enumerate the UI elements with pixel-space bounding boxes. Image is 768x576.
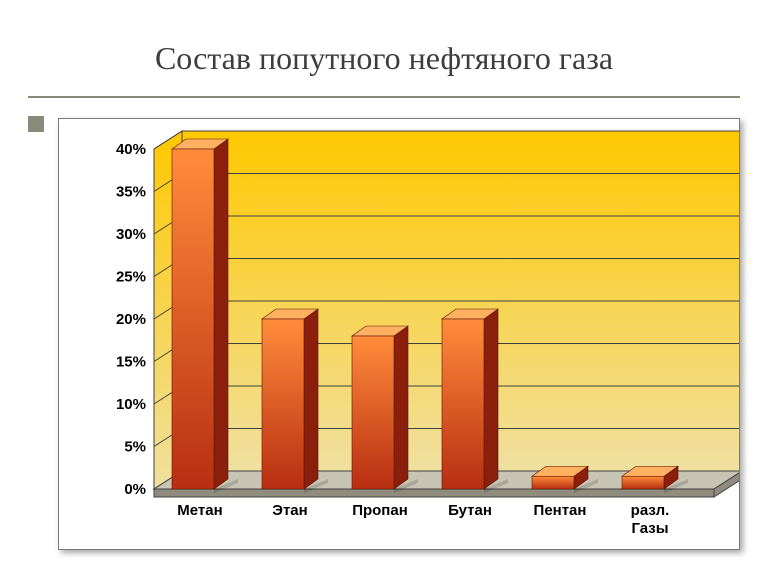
- bar: [262, 319, 304, 489]
- x-tick-label: Этан: [272, 502, 307, 519]
- y-tick-label: 5%: [124, 439, 146, 456]
- y-tick-label: 15%: [116, 354, 146, 371]
- y-tick-label: 0%: [124, 481, 146, 498]
- page-title: Состав попутного нефтяного газа: [0, 40, 768, 77]
- y-tick-label: 30%: [116, 226, 146, 243]
- x-tick-label: Метан: [177, 502, 222, 519]
- y-tick-label: 35%: [116, 184, 146, 201]
- bar: [442, 319, 484, 489]
- bar-chart-3d: 0% 5% 10% 15% 20% 25% 30% 35% 40% Метан Этан Пропан…: [59, 119, 739, 549]
- x-tick-label: разл.: [631, 502, 670, 519]
- y-tick-label: 25%: [116, 269, 146, 286]
- bullet-square: [28, 116, 44, 132]
- bar: [172, 149, 214, 489]
- chart-container: 0% 5% 10% 15% 20% 25% 30% 35% 40% Метан Этан Пропан…: [58, 118, 740, 550]
- title-underline: [28, 96, 740, 98]
- bar: [622, 476, 664, 489]
- x-tick-label: Бутан: [448, 502, 492, 519]
- y-tick-label: 20%: [116, 311, 146, 328]
- y-tick-label: 40%: [116, 141, 146, 158]
- x-tick-label: Пропан: [352, 502, 408, 519]
- x-tick-label: Газы: [631, 520, 668, 537]
- y-tick-label: 10%: [116, 396, 146, 413]
- bar: [352, 336, 394, 489]
- x-tick-label: Пентан: [534, 502, 587, 519]
- bar: [532, 476, 574, 489]
